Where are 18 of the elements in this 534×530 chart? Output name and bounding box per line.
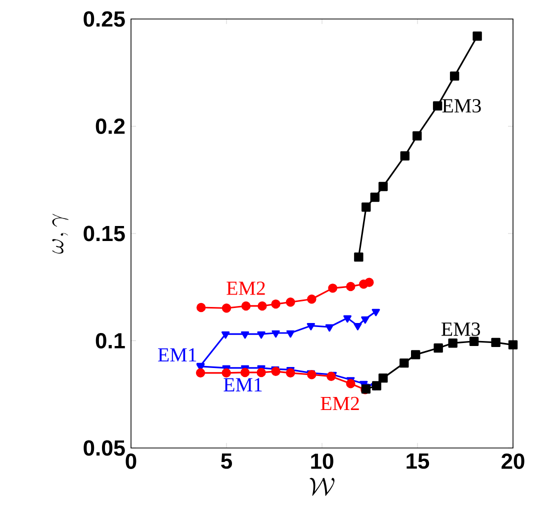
series-label: EM3: [441, 322, 480, 336]
series-label: EM1: [224, 378, 262, 392]
x-tick-label: 0: [126, 453, 136, 470]
series-label: EM2: [320, 396, 359, 410]
y-tick-label: 0.05: [84, 440, 125, 456]
y-tick-label: 0.1: [96, 332, 125, 348]
x-tick-label: 5: [221, 454, 232, 469]
series-label: EM1: [158, 348, 196, 362]
series-label: EM3: [442, 99, 481, 113]
x-axis-title: $\mathcal{W}$: [310, 478, 334, 496]
series-label: EM2: [226, 282, 265, 295]
y-axis-title: $\omega, \gamma$: [52, 214, 68, 254]
y-tick-label: 0.15: [84, 226, 125, 242]
x-tick-label: 20: [502, 453, 524, 470]
y-tick-label: 0.25: [84, 11, 125, 27]
x-tick-label: 10: [311, 453, 334, 470]
y-tick-label: 0.2: [96, 118, 125, 134]
x-tick-label: 15: [406, 454, 430, 469]
